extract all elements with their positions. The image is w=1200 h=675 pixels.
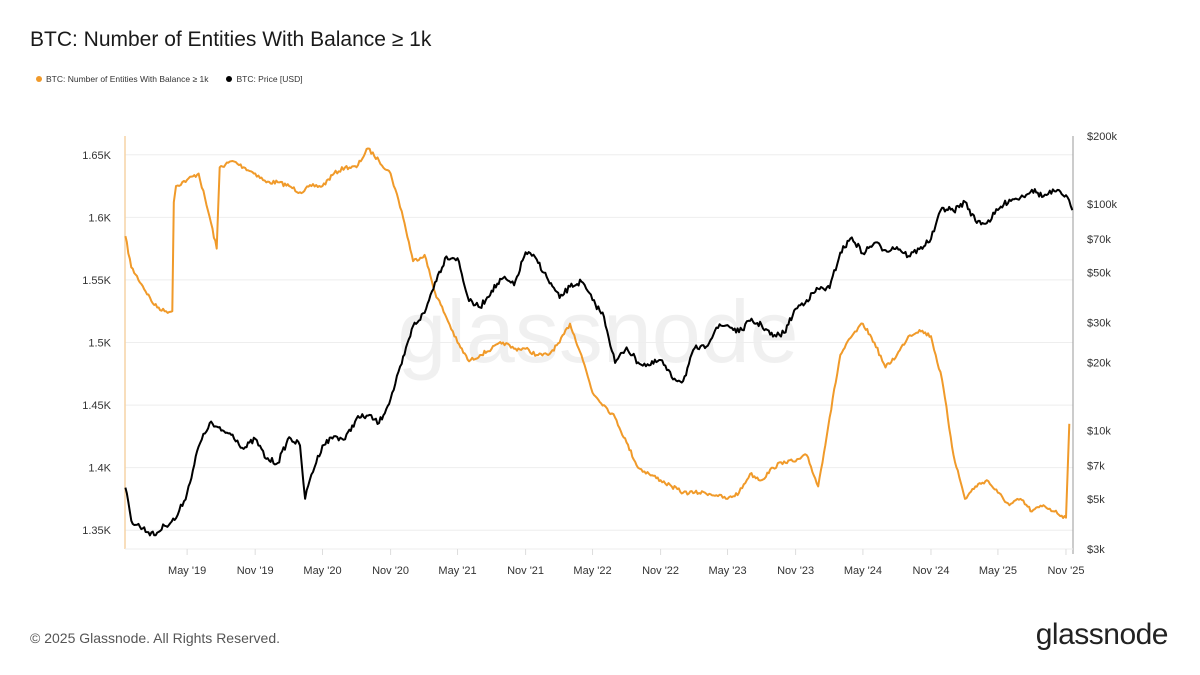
glassnode-logo: glassnode bbox=[1035, 618, 1169, 651]
x-tick-label: May '21 bbox=[438, 565, 476, 577]
legend: BTC: Number of Entities With Balance ≥ 1… bbox=[36, 74, 303, 84]
y-right-tick-label: $7k bbox=[1087, 461, 1105, 473]
y-left-tick-label: 1.6K bbox=[88, 212, 111, 224]
x-tick-label: Nov '19 bbox=[237, 565, 274, 577]
legend-item-price[interactable]: BTC: Price [USD] bbox=[226, 74, 303, 84]
y-right-tick-label: $30k bbox=[1087, 318, 1111, 330]
y-left-tick-label: 1.45K bbox=[82, 400, 111, 412]
copyright: © 2025 Glassnode. All Rights Reserved. bbox=[30, 630, 281, 646]
y-right-tick-label: $3k bbox=[1087, 544, 1105, 556]
x-tick-label: May '25 bbox=[979, 565, 1017, 577]
y-right-tick-label: $20k bbox=[1087, 357, 1111, 369]
x-tick-label: Nov '25 bbox=[1047, 565, 1084, 577]
x-tick-label: Nov '22 bbox=[642, 565, 679, 577]
x-tick-label: May '24 bbox=[844, 565, 882, 577]
y-left-tick-label: 1.4K bbox=[88, 463, 111, 475]
x-tick-label: May '19 bbox=[168, 565, 206, 577]
chart-title: BTC: Number of Entities With Balance ≥ 1… bbox=[30, 28, 432, 51]
x-tick-label: Nov '20 bbox=[372, 565, 409, 577]
x-tick-label: Nov '24 bbox=[912, 565, 949, 577]
legend-dot-price bbox=[226, 76, 233, 82]
x-tick-label: May '20 bbox=[303, 565, 341, 577]
y-right-tick-label: $70k bbox=[1087, 234, 1111, 246]
y-right-tick-label: $200k bbox=[1087, 131, 1117, 143]
legend-dot-entities bbox=[36, 76, 42, 82]
y-right-tick-label: $100k bbox=[1087, 199, 1117, 211]
y-right-tick-label: $50k bbox=[1087, 267, 1111, 279]
y-left-tick-label: 1.55K bbox=[82, 275, 111, 287]
x-tick-label: May '22 bbox=[573, 565, 611, 577]
price-line bbox=[124, 188, 1074, 537]
y-left-tick-label: 1.65K bbox=[82, 150, 111, 162]
x-tick-label: Nov '21 bbox=[507, 565, 544, 577]
watermark: glassnode bbox=[397, 282, 798, 381]
y-right-tick-label: $5k bbox=[1087, 494, 1105, 506]
legend-label-entities: BTC: Number of Entities With Balance ≥ 1… bbox=[46, 74, 209, 84]
y-left-tick-label: 1.35K bbox=[82, 525, 111, 537]
x-tick-label: Nov '23 bbox=[777, 565, 814, 577]
legend-label-price: BTC: Price [USD] bbox=[236, 74, 303, 84]
legend-item-entities[interactable]: BTC: Number of Entities With Balance ≥ 1… bbox=[36, 74, 208, 84]
y-right-tick-label: $10k bbox=[1087, 426, 1111, 438]
y-left-tick-label: 1.5K bbox=[88, 338, 111, 350]
entities-line bbox=[124, 147, 1071, 519]
x-tick-label: May '23 bbox=[708, 565, 746, 577]
